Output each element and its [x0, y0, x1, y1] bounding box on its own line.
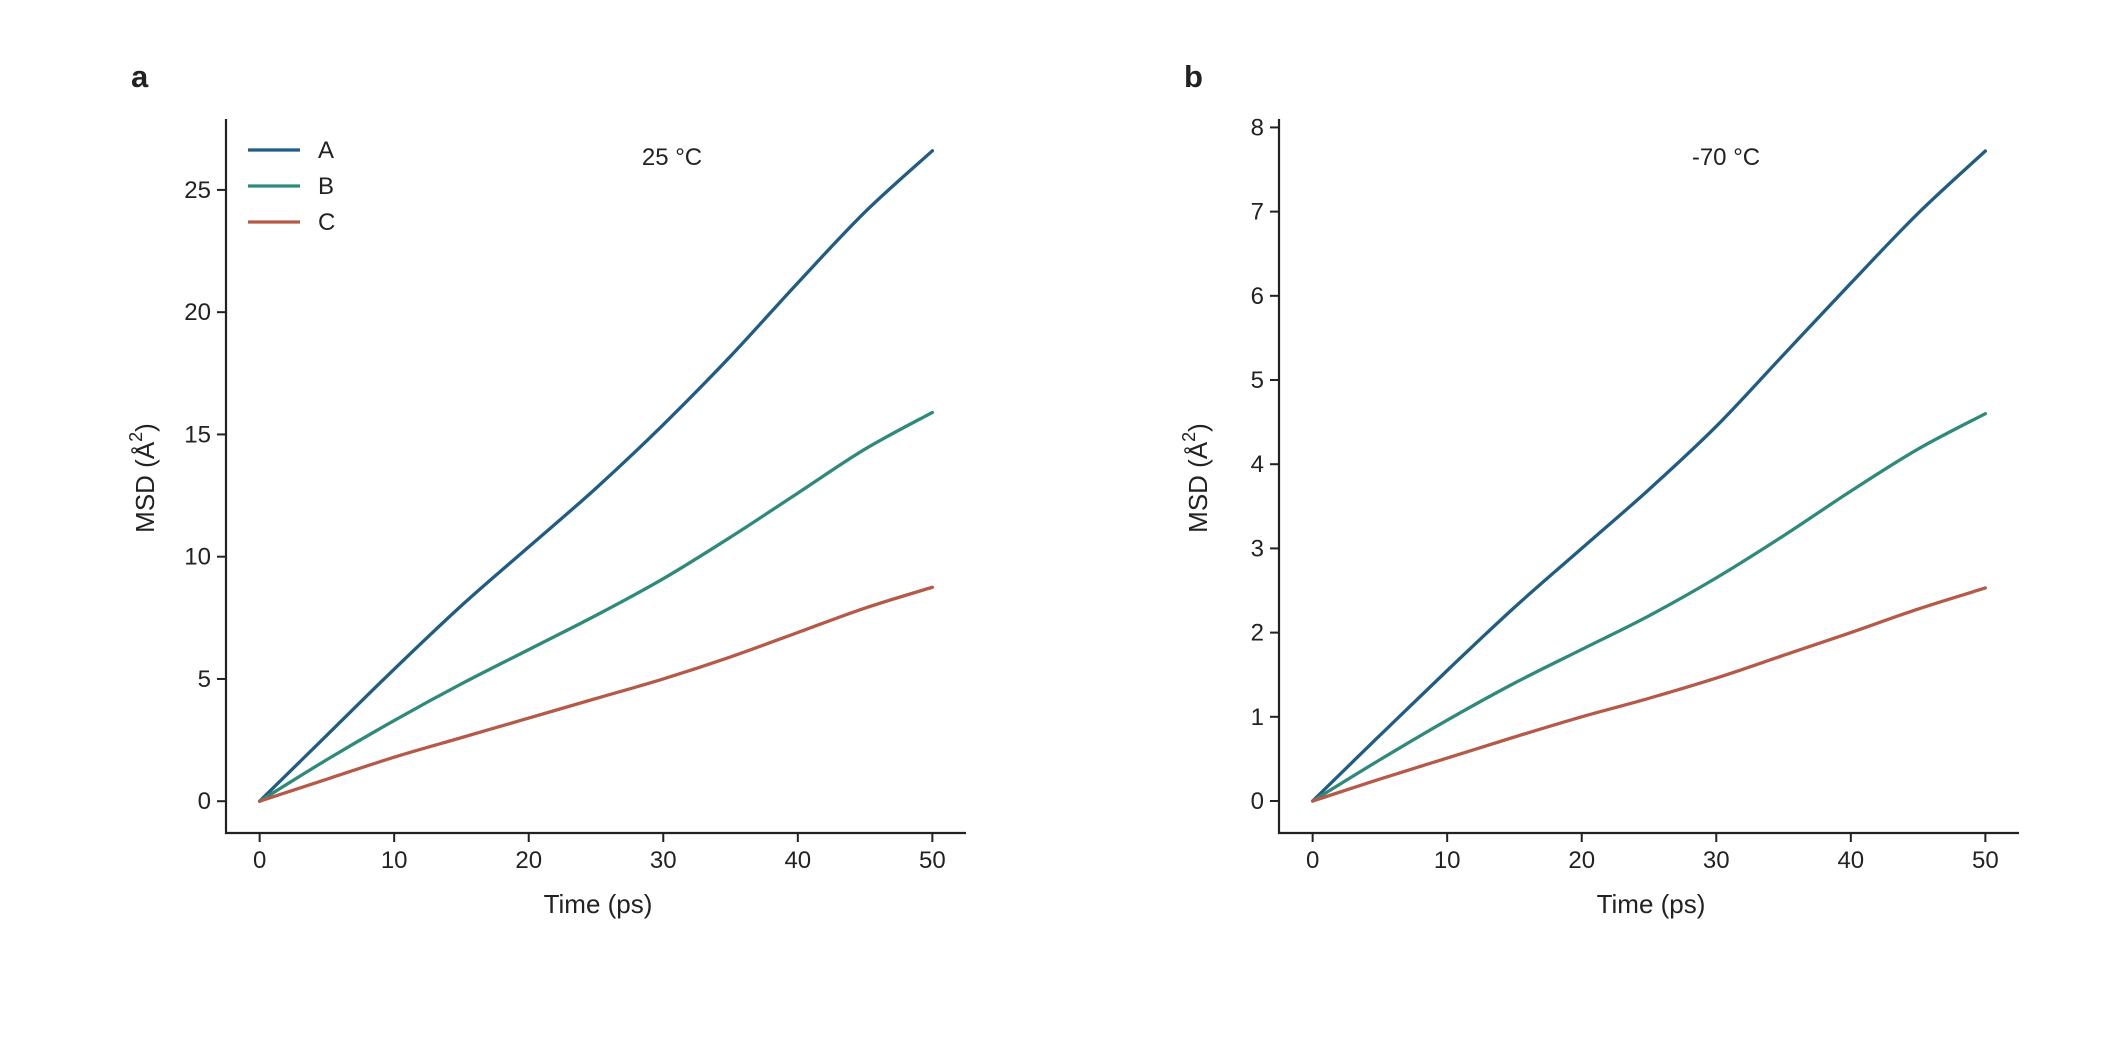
x-tick-label: 30: [650, 847, 677, 874]
axes: 0 10 20 30 40 50 0 5 10 15 20 25: [184, 119, 966, 874]
x-tick-label: 50: [919, 847, 946, 874]
y-tick-label: 15: [184, 421, 211, 448]
x-tick-label: 30: [1703, 847, 1730, 874]
panel-letter: b: [1184, 59, 1203, 94]
legend: ABC: [248, 137, 335, 236]
x-tick-label: 20: [1568, 847, 1595, 874]
x-tick-label: 50: [1972, 847, 1999, 874]
y-tick-label: 5: [1251, 367, 1264, 394]
y-tick-label: 10: [184, 544, 211, 571]
svg-text:MSD (Å2): MSD (Å2): [1179, 423, 1213, 533]
x-tick-label: 20: [515, 847, 542, 874]
temperature-annotation: 25 °C: [642, 144, 702, 171]
y-tick-label: 6: [1251, 283, 1264, 310]
y-tick-label: 7: [1251, 199, 1264, 226]
y-tick-label: 25: [184, 177, 211, 204]
y-axis-title: MSD (Å2): [1179, 423, 1213, 533]
y-axis-title: MSD (Å2): [126, 423, 160, 533]
series-group: [257, 149, 935, 803]
series-line-b: [257, 410, 935, 803]
y-axis-title-close: ): [130, 423, 160, 432]
x-tick-label: 0: [253, 847, 266, 874]
svg-text:MSD (Å2): MSD (Å2): [126, 423, 160, 533]
x-tick-label: 40: [1837, 847, 1864, 874]
y-axis-title-superscript: 2: [126, 432, 146, 442]
y-tick-label: 1: [1251, 704, 1264, 731]
x-tick-label: 10: [381, 847, 408, 874]
x-tick-label: 10: [1434, 847, 1461, 874]
y-tick-label: 5: [198, 666, 211, 693]
x-axis-title: Time (ps): [544, 889, 653, 919]
x-tick-label: 40: [784, 847, 811, 874]
legend-label-c: C: [318, 209, 335, 236]
y-tick-label: 0: [198, 788, 211, 815]
temperature-annotation: -70 °C: [1692, 144, 1760, 171]
panel-a: a 25 °C Time (ps) MSD (Å2) 0 10 20 30 40 50 0 5…: [126, 59, 966, 919]
y-axis-title-superscript: 2: [1179, 432, 1199, 442]
legend-label-a: A: [318, 137, 334, 164]
axes: 0 10 20 30 40 50 0 1 2 3 4 5 6 7 8: [1251, 114, 2019, 874]
y-tick-label: 20: [184, 299, 211, 326]
series-line-a: [1310, 149, 1988, 803]
y-tick-label: 3: [1251, 535, 1264, 562]
y-tick-label: 8: [1251, 114, 1264, 141]
legend-label-b: B: [318, 173, 334, 200]
x-tick-label: 0: [1306, 847, 1319, 874]
y-tick-label: 4: [1251, 451, 1264, 478]
y-tick-label: 2: [1251, 620, 1264, 647]
y-axis-title-base: MSD (Å: [130, 441, 160, 533]
series-line-c: [257, 585, 935, 803]
x-axis-title: Time (ps): [1597, 889, 1706, 919]
series-line-a: [257, 149, 935, 803]
y-axis-title-close: ): [1183, 423, 1213, 432]
y-tick-label: 0: [1251, 788, 1264, 815]
panel-b: b -70 °C Time (ps) MSD (Å2) 0 10 20 30 40 500…: [1179, 59, 2019, 919]
y-axis-title-base: MSD (Å: [1183, 441, 1213, 533]
series-line-b: [1310, 412, 1988, 803]
series-line-c: [1310, 586, 1988, 803]
series-group: [1310, 149, 1988, 803]
panel-letter: a: [131, 59, 149, 94]
